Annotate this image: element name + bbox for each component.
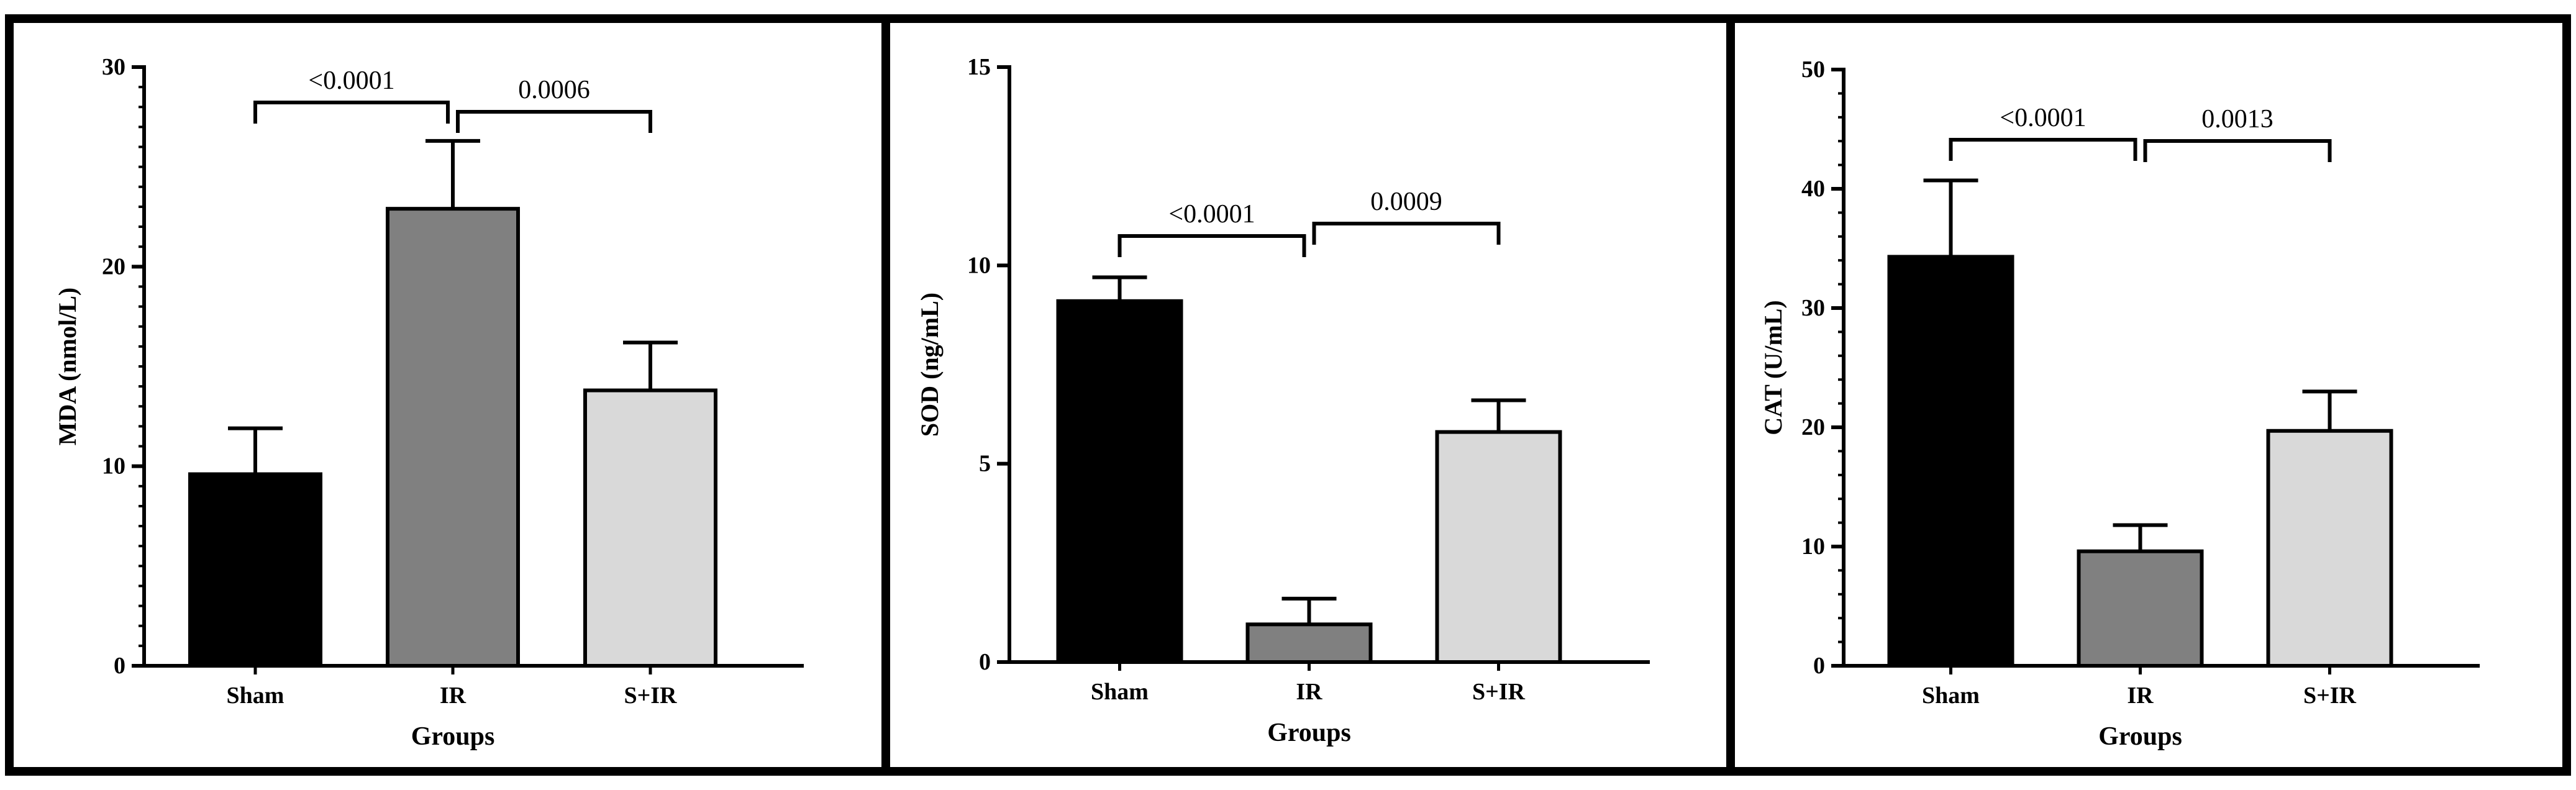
x-axis-title: Groups bbox=[1267, 719, 1351, 747]
x-tick-label: S+IR bbox=[624, 683, 677, 709]
y-tick-label: 10 bbox=[967, 252, 991, 278]
significance-bracket bbox=[456, 110, 652, 133]
y-tick-label: 40 bbox=[1801, 176, 1825, 202]
bar-sham bbox=[188, 472, 322, 668]
y-tick-label: 15 bbox=[967, 54, 991, 80]
p-value-label: <0.0001 bbox=[1168, 200, 1255, 229]
bar-s-ir bbox=[1435, 430, 1562, 664]
plot-cat: 0 10 20 30 40 50 CAT (U/mL) Sham IR S+IR Groups <0.… bbox=[1759, 57, 2480, 751]
p-value-label: <0.0001 bbox=[308, 66, 394, 95]
p-value-label: 0.0009 bbox=[1370, 188, 1442, 216]
bar-ir bbox=[2077, 549, 2204, 668]
y-tick-label: 50 bbox=[1801, 57, 1825, 83]
x-axis-title: Groups bbox=[411, 722, 495, 751]
y-tick-label: 0 bbox=[979, 649, 991, 675]
significance-bracket bbox=[1949, 138, 2137, 161]
p-value-label: 0.0006 bbox=[518, 76, 590, 104]
plot-sod: 0 5 10 15 SOD (ng/mL) Sham IR S+IR Groups <0.0001… bbox=[916, 54, 1650, 747]
y-tick-label: 30 bbox=[1801, 295, 1825, 321]
p-value-label: 0.0013 bbox=[2201, 105, 2273, 134]
plot-mda: 0 10 20 30 MDA (nmol/L) Sham IR S+IR Groups <0.00… bbox=[53, 54, 804, 751]
significance-bracket bbox=[1312, 222, 1501, 245]
x-tick-label: S+IR bbox=[2303, 683, 2357, 709]
x-tick-label: Sham bbox=[227, 683, 284, 709]
bar-sham bbox=[1056, 299, 1183, 664]
y-tick-label: 20 bbox=[102, 253, 125, 279]
bar-ir bbox=[386, 207, 520, 668]
y-tick-label: 0 bbox=[114, 653, 125, 679]
x-tick-label: Sham bbox=[1922, 683, 1980, 709]
p-value-label: <0.0001 bbox=[2000, 104, 2086, 132]
y-tick-label: 10 bbox=[102, 453, 125, 479]
x-tick-label: IR bbox=[1296, 679, 1322, 705]
bar-ir bbox=[1245, 622, 1373, 664]
x-axis-title: Groups bbox=[2098, 722, 2182, 751]
bar-s-ir bbox=[2266, 429, 2393, 668]
x-tick-label: S+IR bbox=[1472, 679, 1526, 705]
y-tick-label: 30 bbox=[102, 54, 125, 80]
bar-sham bbox=[1887, 255, 2014, 668]
y-tick-label: 10 bbox=[1801, 533, 1825, 560]
significance-bracket bbox=[253, 101, 450, 124]
significance-bracket bbox=[1117, 234, 1306, 257]
y-axis-title: CAT (U/mL) bbox=[1759, 300, 1787, 435]
y-tick-label: 20 bbox=[1801, 414, 1825, 440]
x-tick-label: IR bbox=[2127, 683, 2154, 709]
significance-bracket bbox=[2143, 139, 2332, 162]
bar-s-ir bbox=[583, 388, 717, 668]
y-axis-title: SOD (ng/mL) bbox=[916, 293, 944, 437]
y-axis-title: MDA (nmol/L) bbox=[53, 288, 81, 445]
x-tick-label: IR bbox=[440, 683, 467, 709]
y-tick-label: 5 bbox=[979, 451, 991, 477]
panel-frame-cat bbox=[1726, 14, 2571, 776]
x-tick-label: Sham bbox=[1091, 679, 1149, 705]
y-tick-label: 0 bbox=[1813, 653, 1825, 679]
